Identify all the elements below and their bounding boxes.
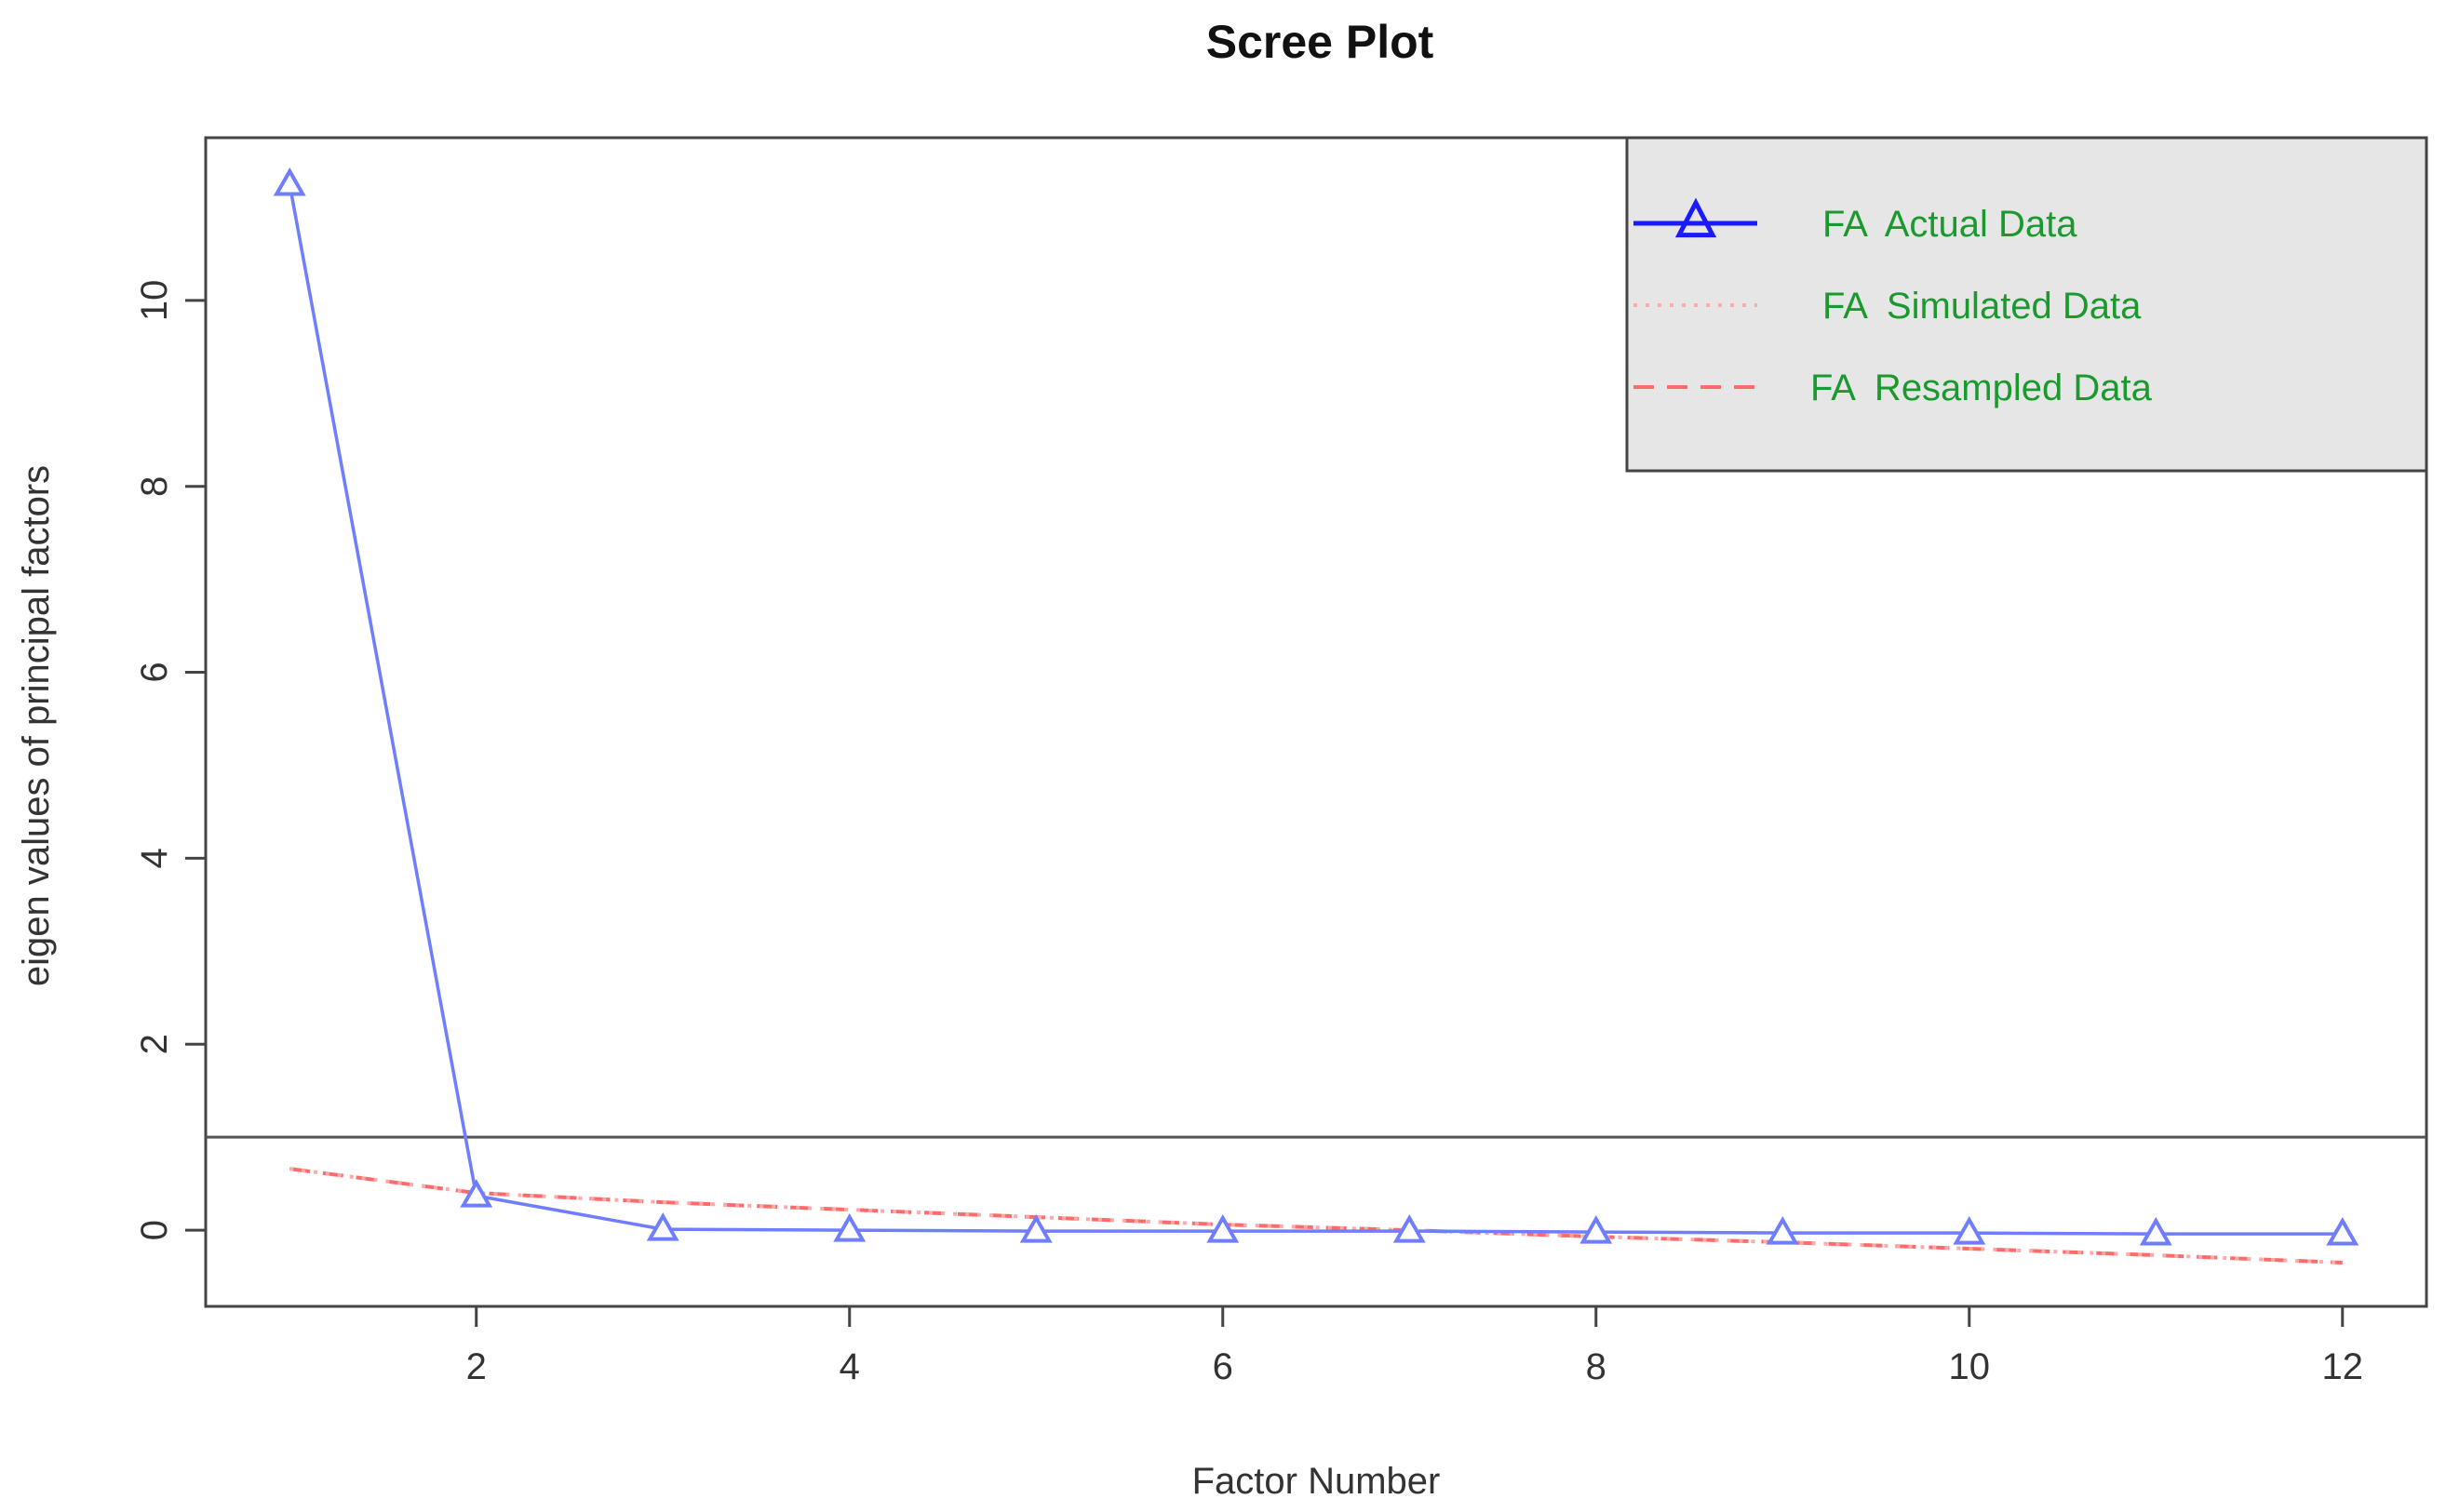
y-axis-label: eigen values of principal factors [16, 465, 57, 986]
marker-layer [273, 167, 2359, 1246]
data-point-marker [646, 1212, 679, 1241]
data-point-marker [833, 1213, 867, 1242]
data-point-marker [1579, 1215, 1613, 1244]
data-point-marker [460, 1179, 493, 1208]
x-tick-label: 6 [1213, 1346, 1233, 1387]
plot-frame [204, 136, 2428, 1308]
x-tick-label: 12 [2322, 1346, 2364, 1387]
data-point-marker [1392, 1214, 1426, 1243]
y-tick-label: 6 [134, 662, 175, 682]
y-axis: 0 2 4 6 8 10 [134, 280, 206, 1240]
x-axis-label: Factor Number [1192, 1461, 1441, 1502]
series-layer [288, 183, 2343, 1264]
legend-box [1625, 136, 2428, 473]
x-tick-label: 10 [1949, 1346, 1991, 1387]
data-point-marker [1206, 1214, 1240, 1243]
x-tick-label: 4 [840, 1346, 860, 1387]
legend-label-2: FA Simulated Data [1822, 286, 2142, 327]
chart-title: Scree Plot [1206, 16, 1434, 68]
x-tick-label: 8 [1586, 1346, 1606, 1387]
y-tick-label: 4 [134, 848, 175, 868]
data-point-marker [2139, 1217, 2172, 1246]
legend-label-3: FA Resampled Data [1810, 368, 2153, 408]
legend-label-1: FA Actual Data [1822, 204, 2077, 245]
legend-marker-triangle [1674, 197, 1717, 238]
series-line-1 [288, 183, 2343, 1236]
series-line-3 [289, 1167, 2343, 1264]
series-line-2 [289, 1167, 2343, 1264]
y-tick-label: 8 [134, 476, 175, 497]
y-tick-label: 10 [134, 280, 175, 322]
data-point-marker [1953, 1216, 1986, 1245]
y-tick-label: 2 [134, 1034, 175, 1054]
legend: FA Actual Data FA Simulated Data FA Resamp… [1625, 136, 2428, 473]
data-point-marker [1019, 1214, 1053, 1243]
x-axis: 2 4 6 8 10 12 [466, 1306, 2363, 1387]
data-point-marker [273, 167, 306, 196]
data-point-marker [2326, 1217, 2359, 1246]
x-tick-label: 2 [466, 1346, 487, 1387]
y-tick-label: 0 [134, 1220, 175, 1240]
data-point-marker [1766, 1216, 1799, 1245]
